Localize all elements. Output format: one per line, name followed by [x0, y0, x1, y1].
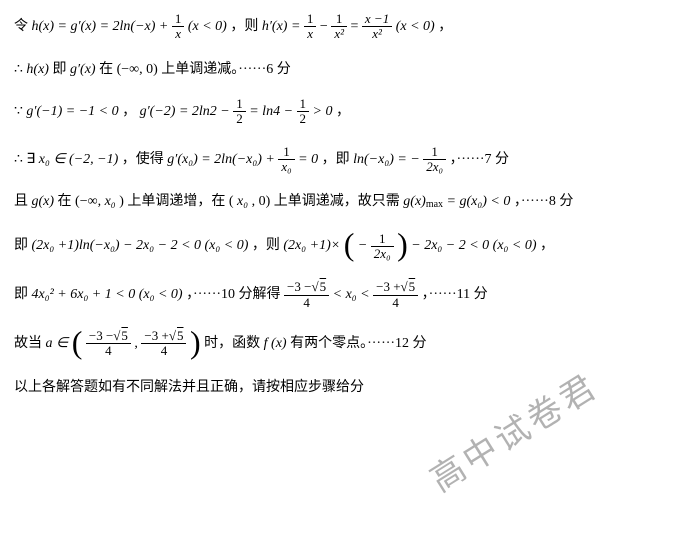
line-1: 令 h(x) = g′(x) = 2ln(−x) + 1 x (x < 0) ，… — [14, 12, 678, 42]
frac-half: 12 — [297, 97, 310, 127]
text: 故当 — [14, 336, 46, 351]
text: 有两个零点。······12 分 — [290, 336, 426, 351]
comma: , — [134, 336, 141, 351]
text: ∴ ∃ — [14, 152, 35, 167]
expr: (2x₀ +1)ln(−x₀) − 2x₀ − 2 < 0 (x₀ < 0) — [32, 239, 249, 254]
eq: = — [351, 19, 362, 34]
frac-1-over-x: 1 x — [172, 12, 185, 42]
line-3: ∵ g′(−1) = −1 < 0 ， g′(−2) = 2ln2 − 12 =… — [14, 97, 678, 127]
text: ，则 — [230, 19, 258, 34]
gpm2a: g′(−2) = 2ln2 − — [140, 104, 234, 119]
text: 在 (−∞, — [58, 194, 105, 209]
therefore: ∴ — [14, 62, 23, 77]
text: 时，函数 — [204, 336, 264, 351]
text: ，······11 分 — [422, 287, 488, 302]
text: ，······8 分 — [514, 194, 573, 209]
fx: f (x) — [264, 336, 287, 351]
a-in: a ∈ — [46, 336, 72, 351]
cond: (x < 0) — [396, 19, 435, 34]
frac-hi: −3 +√54 — [141, 329, 186, 359]
text: ，则 — [252, 239, 280, 254]
expr: (2x₀ +1)× — [283, 239, 340, 254]
lparen-icon: ( — [344, 228, 355, 260]
expr-hpx: h′(x) = — [262, 19, 304, 34]
frac-half: 12 — [233, 97, 246, 127]
gmax: g(x) — [403, 194, 426, 209]
line-6: 即 (2x₀ +1)ln(−x₀) − 2x₀ − 2 < 0 (x₀ < 0)… — [14, 230, 678, 262]
frac: x −1x² — [362, 12, 392, 42]
gt0: > 0 — [313, 104, 333, 119]
gx: g(x) — [32, 194, 55, 209]
frac-hi: −3 +√54 — [373, 280, 418, 310]
text: ，······10 分解得 — [186, 287, 280, 302]
eq0: = 0 — [298, 152, 318, 167]
x0in: x₀ ∈ (−2, −1) — [39, 152, 119, 167]
text: 令 — [14, 19, 28, 34]
gpx: g′(x) — [70, 62, 96, 77]
minus: − — [320, 19, 331, 34]
gpm2b: = ln4 − — [249, 104, 296, 119]
line-9: 以上各解答题如有不同解法并且正确，请按相应步骤给分 — [14, 378, 678, 398]
expr: 4x₀² + 6x₀ + 1 < 0 (x₀ < 0) — [32, 287, 183, 302]
frac: 1x₀ — [278, 145, 294, 175]
text: , 0) 上单调递减，故只需 — [252, 194, 404, 209]
text: 在 (−∞, 0) 上单调递减。······6 分 — [99, 62, 291, 77]
x0: x₀ — [346, 287, 357, 302]
rparen-icon: ) — [397, 228, 408, 260]
text: ) 上单调递增，在 ( — [119, 194, 233, 209]
frac-lo: −3 −√54 — [284, 280, 329, 310]
text: ，使得 — [122, 152, 164, 167]
x0: x₀ — [105, 194, 116, 209]
line-4: ∴ ∃ x₀ ∈ (−2, −1) ，使得 g′(x₀) = 2ln(−x₀) … — [14, 145, 678, 175]
text: 即 — [52, 62, 70, 77]
frac: 12x₀ — [423, 145, 446, 175]
cond: (x < 0) — [188, 19, 227, 34]
gpx0a: g′(x₀) = 2ln(−x₀) + — [167, 152, 278, 167]
line-7: 即 4x₀² + 6x₀ + 1 < 0 (x₀ < 0) ，······10 … — [14, 280, 678, 310]
text: ， — [540, 239, 554, 254]
line-5: 且 g(x) 在 (−∞, x₀ ) 上单调递增，在 ( x₀ , 0) 上单调… — [14, 192, 678, 212]
text: 即 — [14, 287, 28, 302]
lnx0: ln(−x₀) = − — [353, 152, 423, 167]
eqgx0: = g(x₀) < 0 — [447, 194, 511, 209]
lparen-icon: ( — [72, 326, 83, 358]
frac: 1x — [304, 12, 317, 42]
text: ，即 — [322, 152, 350, 167]
closing-note: 以上各解答题如有不同解法并且正确，请按相应步骤给分 — [14, 380, 364, 395]
lt: < — [360, 287, 373, 302]
text: 即 — [14, 239, 28, 254]
line-2: ∴ h(x) 即 g′(x) 在 (−∞, 0) 上单调递减。······6 分 — [14, 60, 678, 80]
frac: 12x₀ — [371, 232, 394, 262]
hx: h(x) — [26, 62, 49, 77]
lt: < — [333, 287, 346, 302]
because: ∵ — [14, 104, 23, 119]
frac-lo: −3 −√54 — [86, 329, 131, 359]
gpm1: g′(−1) = −1 < 0 — [26, 104, 118, 119]
text: ，······7 分 — [450, 152, 509, 167]
expr-hx: h(x) = g′(x) = 2ln(−x) + — [32, 19, 172, 34]
rparen-icon: ) — [190, 326, 201, 358]
text: ， — [336, 104, 350, 119]
max-sub: max — [426, 199, 443, 210]
text: ， — [438, 19, 452, 34]
expr: − 2x₀ − 2 < 0 (x₀ < 0) — [411, 239, 536, 254]
text: 且 — [14, 194, 32, 209]
line-8: 故当 a ∈ ( −3 −√54 , −3 +√54 ) 时，函数 f (x) … — [14, 328, 678, 360]
frac: 1x² — [331, 12, 347, 42]
x0: x₀ — [237, 194, 248, 209]
neg: − — [358, 239, 371, 254]
text: ， — [122, 104, 136, 119]
